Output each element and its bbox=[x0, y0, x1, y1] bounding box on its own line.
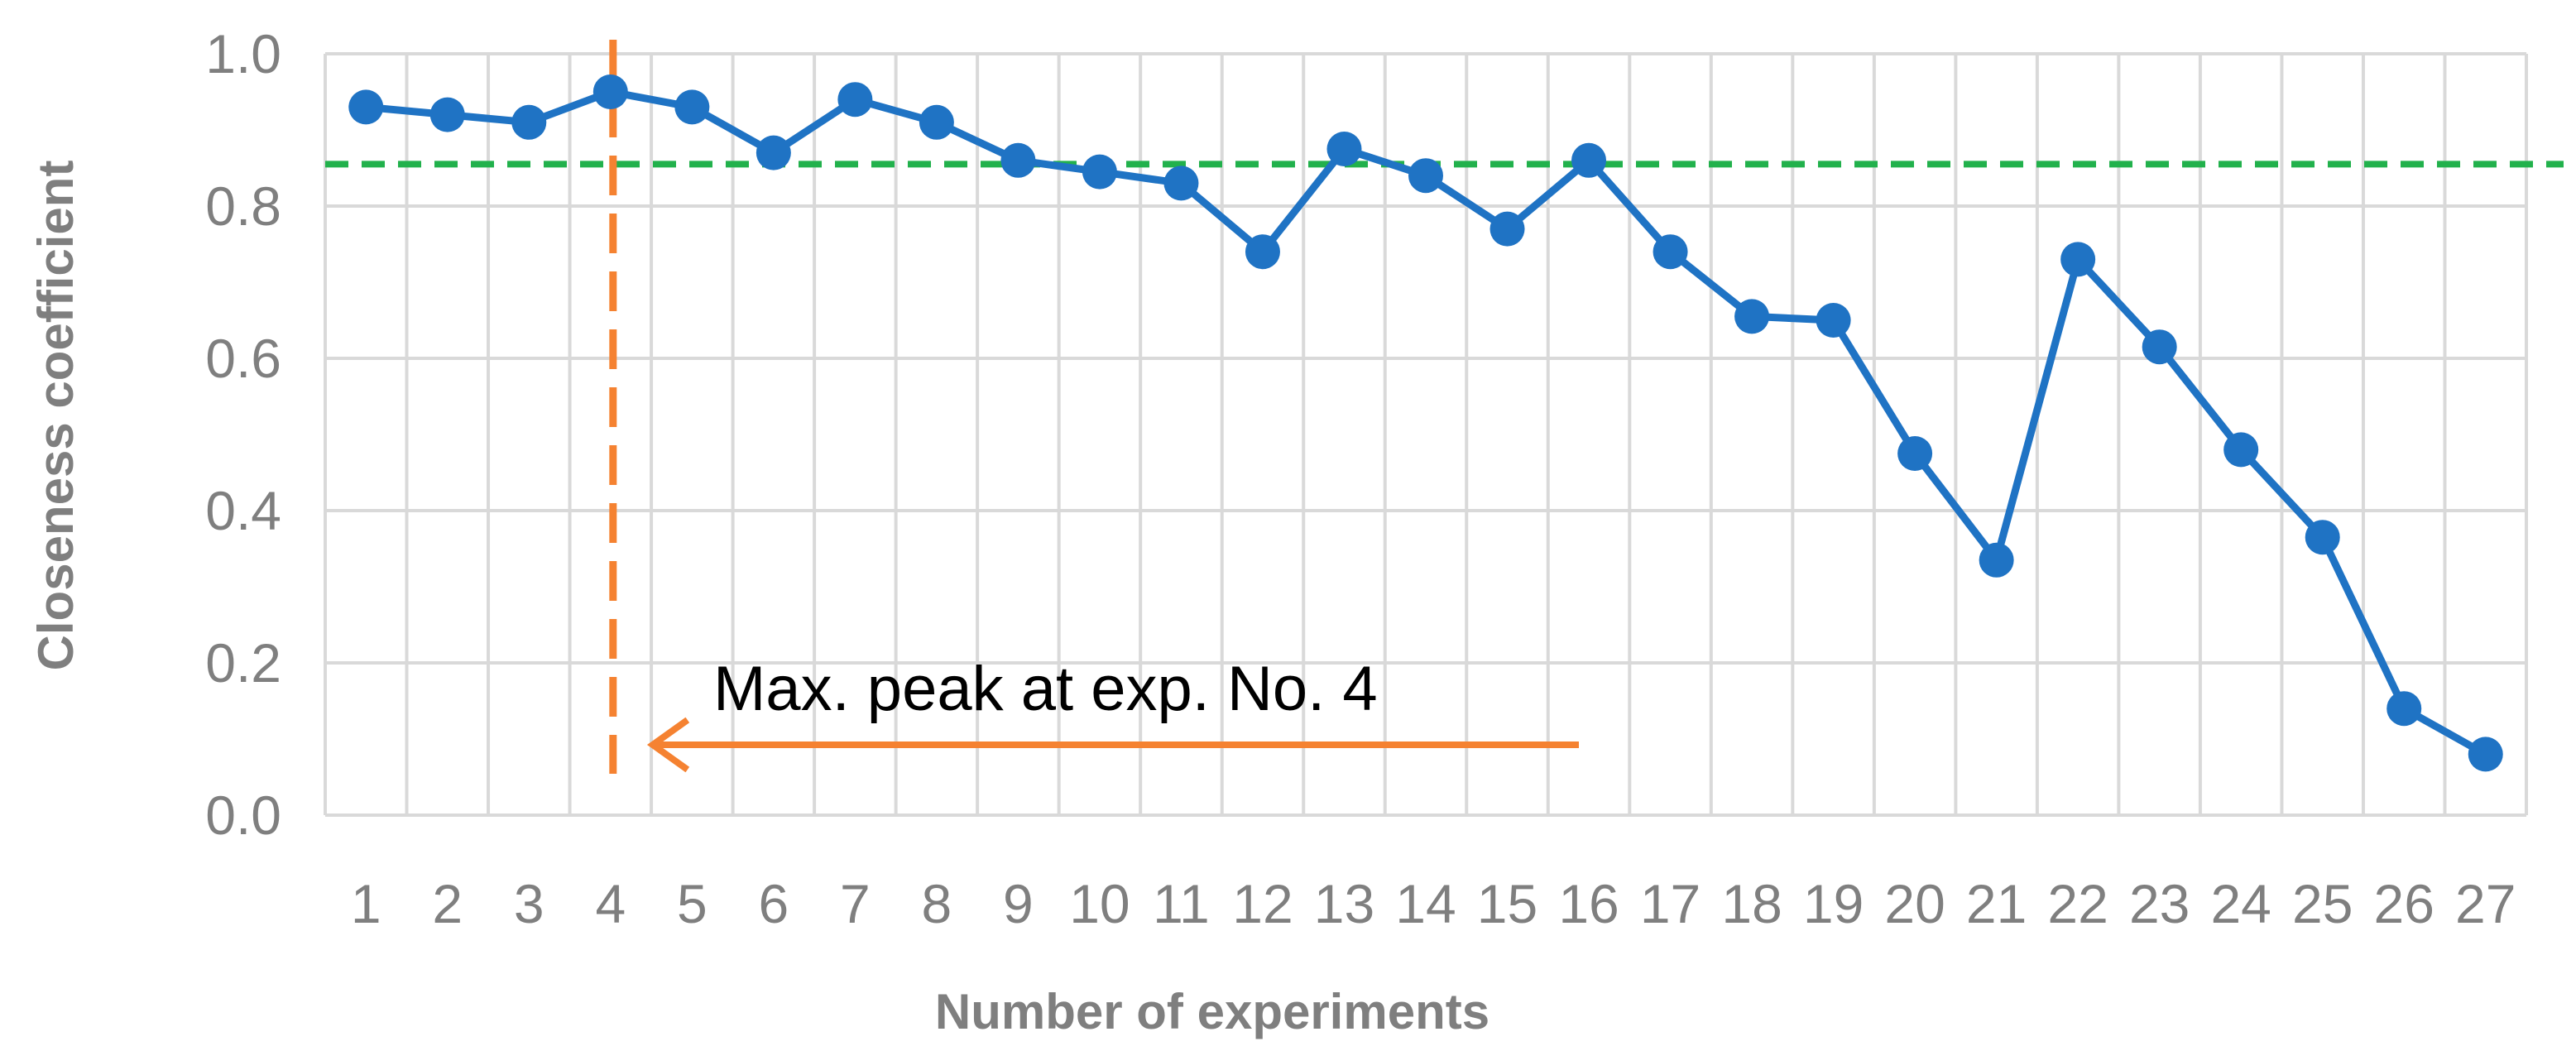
x-tick-label: 2 bbox=[432, 873, 463, 934]
x-tick-label: 7 bbox=[840, 873, 871, 934]
x-tick-label: 20 bbox=[1884, 873, 1945, 934]
y-axis-title: Closeness coefficient bbox=[28, 161, 84, 671]
data-point bbox=[511, 104, 547, 140]
y-tick-label: 0.2 bbox=[205, 632, 281, 693]
x-tick-label: 13 bbox=[1314, 873, 1374, 934]
x-tick-label: 4 bbox=[595, 873, 626, 934]
x-tick-label: 19 bbox=[1803, 873, 1864, 934]
data-point bbox=[592, 74, 628, 109]
x-tick-label: 24 bbox=[2210, 873, 2271, 934]
y-tick-label: 0.0 bbox=[205, 785, 281, 846]
x-tick-label: 27 bbox=[2455, 873, 2516, 934]
annotation-text: Max. peak at exp. No. 4 bbox=[713, 654, 1378, 724]
data-point bbox=[1000, 142, 1036, 178]
data-point bbox=[1489, 211, 1525, 247]
x-tick-label: 11 bbox=[1153, 873, 1210, 934]
data-point bbox=[1571, 142, 1607, 178]
x-tick-label: 12 bbox=[1232, 873, 1293, 934]
data-point bbox=[348, 89, 384, 125]
data-point bbox=[756, 135, 791, 170]
x-tick-label: 17 bbox=[1640, 873, 1701, 934]
y-tick-label: 0.6 bbox=[205, 328, 281, 389]
data-point bbox=[1979, 542, 2014, 578]
data-point bbox=[1816, 303, 1851, 338]
x-axis-title: Number of experiments bbox=[935, 984, 1489, 1039]
reference-lines bbox=[325, 40, 2564, 774]
data-point bbox=[1653, 234, 1688, 270]
x-tick-label: 9 bbox=[1003, 873, 1034, 934]
data-point bbox=[1897, 436, 1933, 471]
data-point bbox=[1408, 158, 1443, 194]
x-tick-label: 1 bbox=[351, 873, 381, 934]
data-point bbox=[837, 82, 873, 118]
data-point bbox=[2387, 691, 2422, 727]
x-tick-label: 22 bbox=[2047, 873, 2108, 934]
x-tick-label: 6 bbox=[758, 873, 789, 934]
data-point bbox=[2223, 432, 2259, 468]
x-tick-labels: 1 2 3 4 5 6 7 8 9 10 11 12 13 14 15 16 17 18 19 20 21 22 23 24 2… bbox=[351, 873, 2516, 934]
data-point bbox=[429, 97, 465, 132]
y-tick-label: 1.0 bbox=[205, 23, 281, 84]
x-tick-label: 16 bbox=[1558, 873, 1619, 934]
x-tick-label: 21 bbox=[1966, 873, 2027, 934]
series-line-group bbox=[348, 74, 2503, 772]
annotation-group: Max. peak at exp. No. 4 bbox=[646, 654, 1579, 773]
x-tick-label: 8 bbox=[922, 873, 952, 934]
x-tick-label: 25 bbox=[2292, 873, 2353, 934]
y-tick-label: 0.8 bbox=[205, 175, 281, 237]
x-tick-label: 26 bbox=[2374, 873, 2434, 934]
data-point bbox=[1082, 154, 1117, 190]
x-tick-label: 18 bbox=[1721, 873, 1782, 934]
data-point bbox=[2060, 242, 2096, 277]
data-point bbox=[2468, 737, 2503, 772]
grid bbox=[324, 52, 2528, 817]
data-point bbox=[1734, 299, 1770, 334]
data-point bbox=[1163, 166, 1199, 201]
x-tick-label: 5 bbox=[677, 873, 708, 934]
x-tick-label: 23 bbox=[2129, 873, 2190, 934]
data-point bbox=[1245, 234, 1280, 270]
annotation-arrow-head bbox=[646, 717, 690, 773]
x-tick-label: 10 bbox=[1069, 873, 1130, 934]
x-tick-label: 15 bbox=[1477, 873, 1537, 934]
y-tick-label: 0.4 bbox=[205, 480, 281, 541]
data-point bbox=[2142, 329, 2177, 365]
data-point bbox=[674, 89, 710, 125]
data-point bbox=[919, 104, 954, 140]
x-tick-label: 14 bbox=[1395, 873, 1456, 934]
x-tick-label: 3 bbox=[514, 873, 544, 934]
data-point bbox=[2305, 520, 2340, 555]
y-tick-labels: 0.0 0.2 0.4 0.6 0.8 1.0 bbox=[205, 23, 281, 846]
data-point bbox=[1326, 132, 1362, 166]
